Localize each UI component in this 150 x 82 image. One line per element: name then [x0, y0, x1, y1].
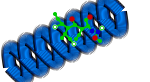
- Circle shape: [100, 26, 104, 30]
- Circle shape: [61, 37, 63, 39]
- Circle shape: [88, 15, 92, 19]
- Circle shape: [69, 38, 71, 40]
- Circle shape: [96, 30, 100, 34]
- Circle shape: [74, 24, 76, 26]
- Circle shape: [87, 25, 89, 27]
- Circle shape: [53, 25, 57, 29]
- Circle shape: [72, 42, 76, 46]
- Circle shape: [99, 40, 101, 42]
- Circle shape: [85, 19, 87, 21]
- Circle shape: [75, 38, 77, 40]
- Circle shape: [57, 18, 59, 20]
- Circle shape: [78, 34, 80, 36]
- Circle shape: [64, 33, 66, 35]
- Circle shape: [81, 28, 83, 30]
- Circle shape: [93, 36, 97, 40]
- Circle shape: [70, 17, 74, 21]
- Circle shape: [90, 29, 94, 33]
- Circle shape: [67, 27, 69, 29]
- Circle shape: [54, 13, 56, 15]
- Circle shape: [61, 23, 63, 25]
